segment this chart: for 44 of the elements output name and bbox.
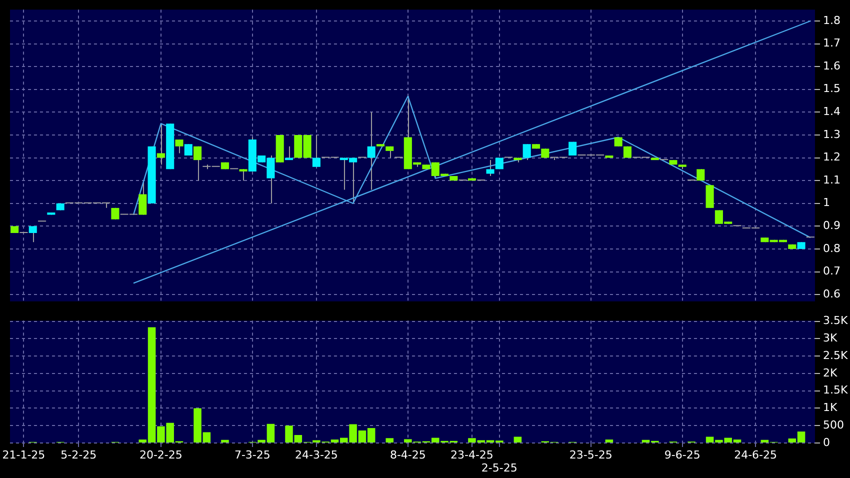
x-tick-label: 24-6-25 bbox=[734, 448, 778, 462]
x-tick-label: 7-3-25 bbox=[234, 448, 270, 462]
x-tick-label: 23-4-25 bbox=[450, 448, 494, 462]
y-tick-label: 1K bbox=[823, 401, 838, 414]
y-tick-label: 1.2 bbox=[823, 150, 840, 164]
x-tick-label: 9-6-25 bbox=[664, 448, 700, 462]
x-tick-label: 23-5-25 bbox=[569, 448, 612, 462]
x-tick-label: 8-4-25 bbox=[390, 448, 426, 462]
x-tick-label: 2-5-25 bbox=[481, 462, 518, 475]
y-tick-label: 1.7 bbox=[823, 36, 840, 50]
candlestick bbox=[486, 160, 494, 177]
y-tick-label: 3K bbox=[823, 332, 838, 345]
y-tick-label: 0.9 bbox=[823, 219, 840, 232]
candlestick bbox=[156, 123, 165, 166]
bar bbox=[605, 440, 614, 442]
candlestick bbox=[706, 184, 714, 208]
y-tick-label: 1.6 bbox=[823, 59, 840, 72]
y-tick-label: 1.4 bbox=[823, 105, 840, 118]
candlestick bbox=[239, 168, 248, 182]
y-tick-label: 2.5K bbox=[823, 348, 848, 362]
y-tick-label: 500 bbox=[823, 418, 844, 432]
y-tick-label: 2K bbox=[823, 366, 838, 380]
y-tick-label: 1.1 bbox=[823, 173, 840, 186]
y-tick-label: 0.8 bbox=[823, 242, 840, 255]
y-tick-label: 1.5 bbox=[823, 82, 840, 96]
bar bbox=[386, 438, 394, 442]
y-tick-label: 0 bbox=[823, 436, 830, 449]
y-tick-label: 1 bbox=[823, 196, 830, 210]
x-tick-label: 21-1-25 bbox=[2, 448, 46, 462]
candlestick bbox=[522, 144, 531, 161]
bar bbox=[221, 440, 229, 442]
candlestick bbox=[175, 139, 184, 154]
x-tick-label: 5-2-25 bbox=[60, 448, 97, 462]
y-tick-label: 3.5K bbox=[823, 314, 848, 328]
candlestick bbox=[194, 146, 202, 182]
x-tick-label: 24-3-25 bbox=[294, 448, 338, 462]
y-tick-label: 1.5K bbox=[823, 384, 848, 397]
y-tick-label: 0.6 bbox=[823, 287, 840, 300]
y-tick-label: 0.7 bbox=[823, 264, 840, 278]
y-tick-label: 1.3 bbox=[823, 128, 840, 141]
candlestick bbox=[312, 134, 320, 168]
x-tick-label: 20-2-25 bbox=[139, 448, 182, 462]
bar bbox=[514, 436, 522, 442]
y-tick-label: 1.8 bbox=[823, 14, 840, 27]
